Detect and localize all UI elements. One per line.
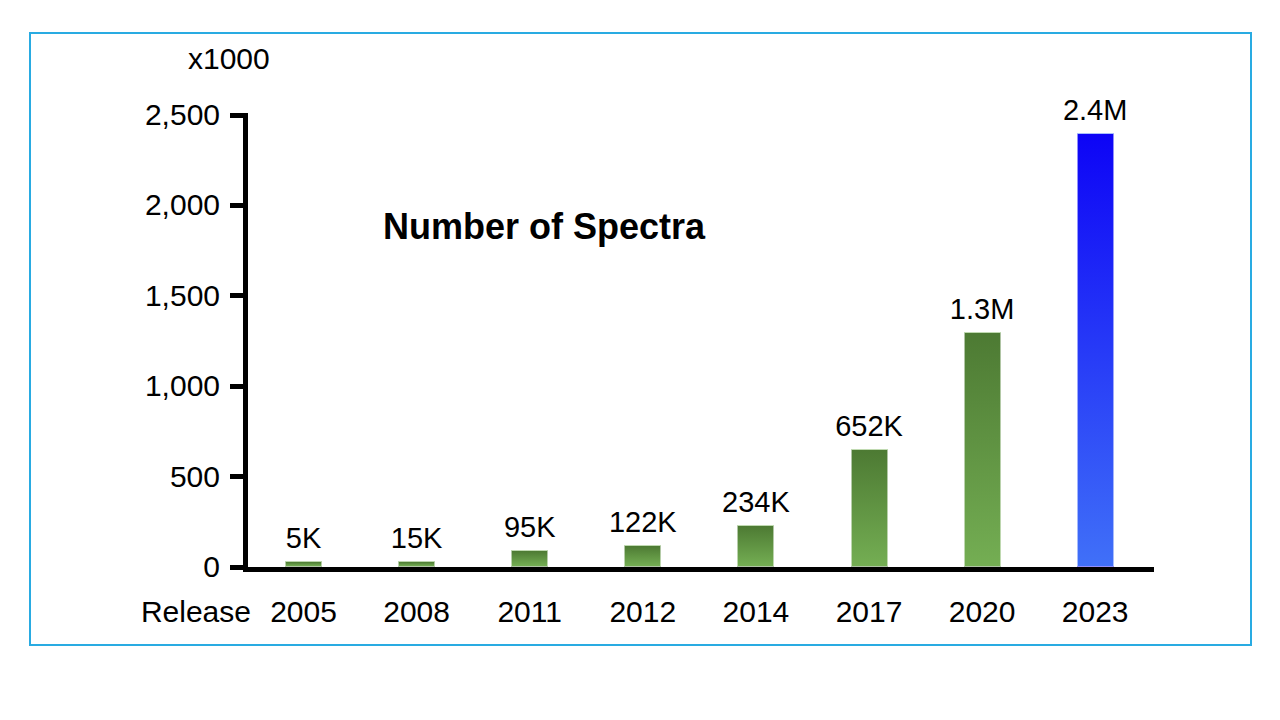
x-axis-label-2008: 2008 <box>361 595 473 629</box>
x-axis-prefix-label: Release <box>129 595 251 629</box>
chart-frame: x1000 Number of Spectra 2,500 2,000 1,500 1… <box>29 32 1252 646</box>
bar-value-label-2011: 95K <box>465 510 595 544</box>
y-tick-label: 0 <box>70 550 220 584</box>
y-tick-mark <box>230 203 244 208</box>
bar-2011 <box>511 550 548 567</box>
x-axis-label-2017: 2017 <box>813 595 925 629</box>
x-axis-label-2011: 2011 <box>474 595 586 629</box>
y-tick-label: 2,500 <box>70 98 220 132</box>
y-tick-label: 1,000 <box>70 369 220 403</box>
bar-value-label-2012: 122K <box>578 505 708 539</box>
x-axis-label-2014: 2014 <box>700 595 812 629</box>
page-canvas: x1000 Number of Spectra 2,500 2,000 1,500 1… <box>0 0 1280 720</box>
x-axis-label-2020: 2020 <box>926 595 1038 629</box>
y-tick-label: 500 <box>70 460 220 494</box>
y-tick-mark <box>230 384 244 389</box>
y-tick-label: 1,500 <box>70 279 220 313</box>
y-tick-mark <box>230 293 244 298</box>
bar-2017 <box>851 449 888 567</box>
y-tick-mark <box>230 474 244 479</box>
y-tick-label: 2,000 <box>70 188 220 222</box>
bar-value-label-2008: 15K <box>352 521 482 555</box>
chart-title: Number of Spectra <box>383 206 705 248</box>
bar-value-label-2023: 2.4M <box>1030 93 1160 127</box>
bar-2008 <box>398 561 435 567</box>
bar-2012 <box>624 545 661 567</box>
bar-2014 <box>737 525 774 567</box>
x-axis-label-2012: 2012 <box>587 595 699 629</box>
bar-value-label-2005: 5K <box>239 521 369 555</box>
y-axis-unit-label: x1000 <box>188 42 270 76</box>
x-axis-line <box>243 567 1154 572</box>
x-axis-label-2023: 2023 <box>1039 595 1151 629</box>
bar-value-label-2017: 652K <box>804 409 934 443</box>
bar-2005 <box>285 561 322 567</box>
y-tick-mark <box>230 565 244 570</box>
y-tick-mark <box>230 113 244 118</box>
x-axis-label-2005: 2005 <box>248 595 360 629</box>
y-axis-line <box>243 113 248 572</box>
bar-2020 <box>964 332 1001 567</box>
bar-2023 <box>1077 133 1114 567</box>
bar-value-label-2020: 1.3M <box>917 292 1047 326</box>
bar-value-label-2014: 234K <box>691 485 821 519</box>
